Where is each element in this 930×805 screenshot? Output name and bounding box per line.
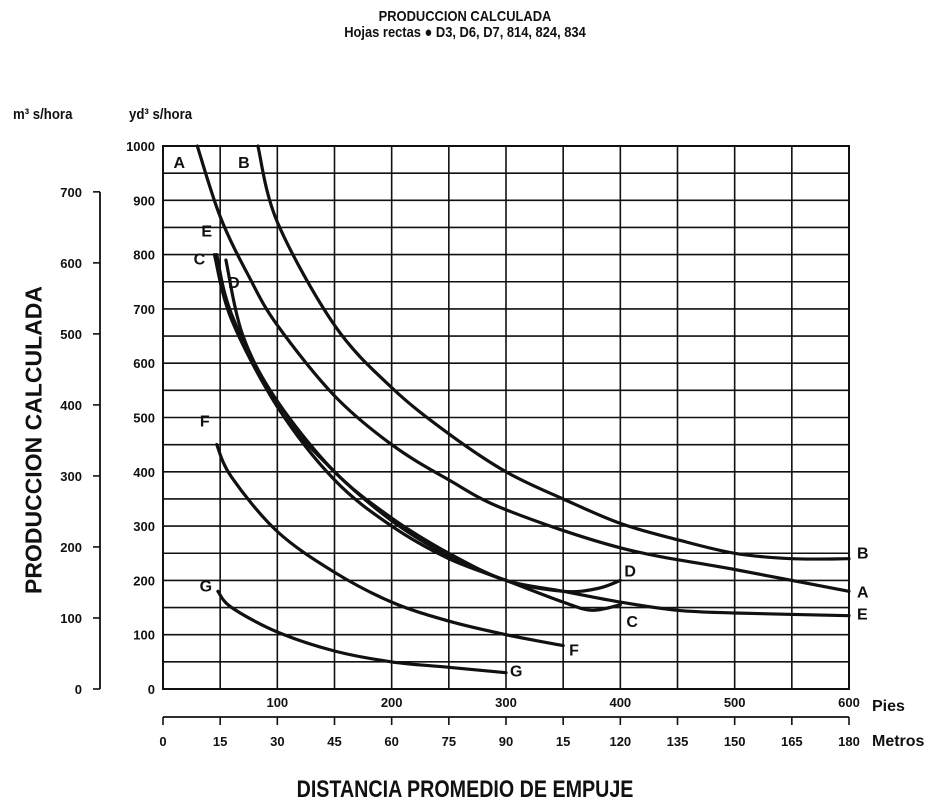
y-tick-label-yd3: 300 [133,519,155,534]
series-label-end: C [626,614,638,631]
series-f-line [215,443,565,648]
series-a-line [195,144,851,593]
y-tick-label-yd3: 0 [148,682,155,697]
series-label-start: F [200,414,210,431]
series-label-end: G [510,664,522,681]
y-tick-label-yd3: 100 [133,628,155,643]
series-label-start: A [174,155,186,172]
y-tick-label-yd3: 800 [133,248,155,263]
y-tick-label-yd3: 200 [133,573,155,588]
series-label-end: F [569,643,579,660]
x-unit-meters: Metros [872,733,925,750]
series-label-start: E [201,224,212,241]
series-c-line [212,253,622,612]
x-tick-label-feet: 600 [838,695,860,710]
plot-frame [162,145,850,690]
x-tick-label-meters: 0 [159,734,166,749]
x-unit-feet: Pies [872,698,905,715]
x-tick-label-meters: 15 [556,734,570,749]
y-tick-label-m3: 100 [60,611,82,626]
y-tick-label-yd3: 900 [133,193,155,208]
chart-title: PRODUCCION CALCULADA [378,8,552,25]
series-e-line [215,253,851,618]
y-tick-label-yd3: 400 [133,465,155,480]
x-tick-label-meters: 165 [781,734,803,749]
series-label-start: D [228,275,240,292]
y-tick-label-yd3: 500 [133,411,155,426]
series-label-end: E [857,607,868,624]
x-tick-label-feet: 500 [724,695,746,710]
x-tick-label-meters: 150 [724,734,746,749]
x-tick-label-meters: 75 [442,734,456,749]
y-tick-label-yd3: 700 [133,302,155,317]
series-label-end: D [624,563,636,580]
y-tick-label-m3: 300 [60,469,82,484]
x-tick-label-meters: 135 [667,734,689,749]
y-tick-label-m3: 600 [60,256,82,271]
series-label-start: G [200,578,212,595]
x-tick-label-meters: 30 [270,734,284,749]
x-axis-title: DISTANCIA PROMEDIO DE EMPUJE [296,776,634,803]
y-tick-label-m3: 200 [60,540,82,555]
y-tick-label-yd3: 1000 [126,139,155,154]
m3-unit-label: m³ s/hora [13,106,73,123]
series-b-line [256,144,851,561]
y-tick-label-m3: 0 [75,682,82,697]
series-label-end: A [857,584,869,601]
yd3-unit-label: yd³ s/hora [129,106,193,123]
x-tick-label-meters: 15 [213,734,227,749]
y-tick-label-m3: 700 [60,185,82,200]
chart-subtitle: Hojas rectas ● D3, D6, D7, 814, 824, 834 [344,24,586,41]
series-label-start: B [238,155,250,172]
series-g-line [216,589,508,675]
x-tick-label-feet: 100 [266,695,288,710]
x-tick-label-meters: 90 [499,734,513,749]
x-tick-label-meters: 180 [838,734,860,749]
x-tick-label-feet: 300 [495,695,517,710]
x-tick-label-feet: 400 [609,695,631,710]
series-label-end: B [857,546,869,563]
y-tick-label-m3: 400 [60,398,82,413]
x-tick-label-meters: 120 [609,734,631,749]
x-tick-label-meters: 60 [384,734,398,749]
x-tick-label-meters: 45 [327,734,341,749]
y-tick-label-m3: 500 [60,327,82,342]
y-tick-label-yd3: 600 [133,356,155,371]
series-label-start: C [194,252,206,269]
x-tick-label-feet: 200 [381,695,403,710]
